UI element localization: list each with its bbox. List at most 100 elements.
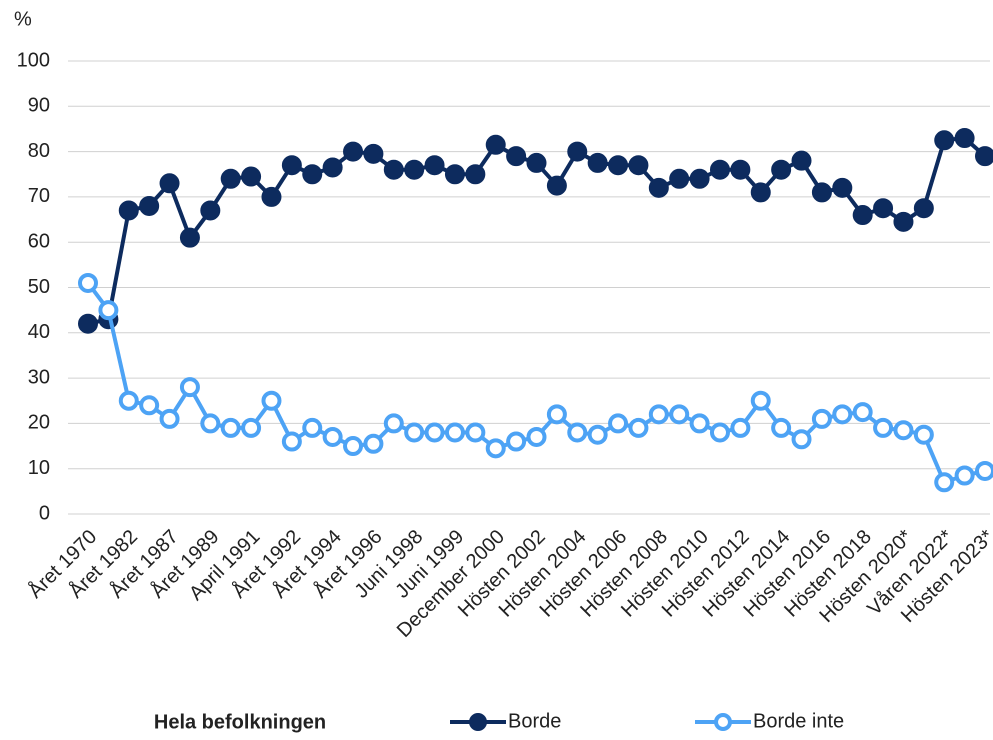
data-point [730,159,751,180]
data-point [689,168,710,189]
data-point [648,404,669,425]
data-point [587,152,608,173]
data-point [118,200,139,221]
y-tick-label: 30 [28,366,50,388]
data-point [444,422,465,443]
data-point [485,134,506,155]
data-point [506,431,527,452]
data-point [546,175,567,196]
y-tick-label: 80 [28,140,50,162]
data-point [791,150,812,171]
data-point [302,417,323,438]
data-point [587,424,608,445]
data-point [281,431,302,452]
data-point [424,422,445,443]
y-tick-label: 90 [28,95,50,117]
data-point [363,433,384,454]
data-point [913,424,934,445]
data-point [608,413,629,434]
data-point [261,390,282,411]
data-point [363,143,384,164]
data-point [771,159,792,180]
y-tick-label: 60 [28,230,50,252]
data-point [383,159,404,180]
data-point [526,152,547,173]
data-point [893,420,914,441]
data-point [750,390,771,411]
data-point [98,300,119,321]
data-point [159,173,180,194]
data-point [689,413,710,434]
data-point [628,417,649,438]
data-point [302,164,323,185]
data-point [139,395,160,416]
data-point [954,128,975,149]
y-tick-label: 0 [39,502,50,524]
data-point [567,422,588,443]
data-point [78,313,98,334]
data-point [934,472,955,493]
data-point [322,157,343,178]
data-point [506,146,527,167]
data-point [241,417,262,438]
y-tick-label: 50 [28,276,50,298]
y-tick-label: 100 [17,49,50,71]
y-tick-label: 20 [28,412,50,434]
data-point [241,166,262,187]
data-point [322,426,343,447]
series-line [86,281,986,485]
data-point [343,141,364,162]
data-point [913,198,934,219]
data-point [648,177,669,198]
data-point [811,182,832,203]
data-point [424,155,445,176]
data-point [893,211,914,232]
data-point [934,130,955,151]
data-point [975,460,993,481]
data-point [546,404,567,425]
data-point [730,417,751,438]
data-point [78,272,98,293]
data-point [200,413,221,434]
data-point [628,155,649,176]
data-point [159,408,180,429]
data-point [832,404,853,425]
data-point [750,182,771,203]
legend-label: Borde inte [753,710,844,732]
data-point [343,436,364,457]
data-point [852,205,873,226]
data-point [179,227,200,248]
data-point [975,146,993,167]
legend-title: Hela befolkningen [154,711,326,733]
data-point [709,159,730,180]
legend-marker [714,713,732,731]
data-point [791,429,812,450]
data-point [444,164,465,185]
data-point [567,141,588,162]
data-point [608,155,629,176]
data-point [832,177,853,198]
data-point [200,200,221,221]
data-point [852,402,873,423]
legend-marker [469,713,487,731]
y-tick-label: 10 [28,457,50,479]
data-point [669,404,690,425]
data-point [404,422,425,443]
data-point [709,422,730,443]
data-point [526,426,547,447]
y-axis-label: % [14,8,32,30]
data-point [404,159,425,180]
data-point [485,438,506,459]
data-point [954,465,975,486]
data-point [220,417,241,438]
data-point [139,195,160,216]
data-point [873,417,894,438]
data-point [179,377,200,398]
y-tick-label: 70 [28,185,50,207]
data-point [465,422,486,443]
data-point [220,168,241,189]
data-point [873,198,894,219]
data-point [118,390,139,411]
data-point [261,186,282,207]
